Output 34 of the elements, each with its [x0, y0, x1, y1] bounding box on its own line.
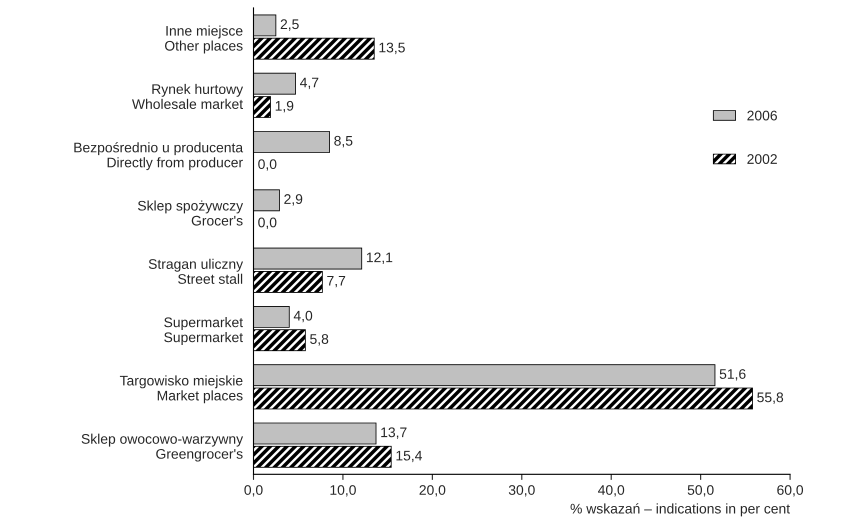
- x-tick-label: 60,0: [777, 485, 804, 497]
- data-label: 8,5: [334, 136, 352, 148]
- x-axis-title: % wskazań – indications in per cent: [570, 503, 790, 516]
- data-label: 0,0: [258, 159, 276, 171]
- data-label: 55,8: [757, 392, 784, 404]
- data-label: 15,4: [396, 450, 422, 462]
- data-label: 2,5: [280, 19, 299, 31]
- y-tick-label: Sklep spożywczy Grocer's: [138, 200, 244, 226]
- x-tick-label: 40,0: [598, 485, 624, 497]
- data-label: 0,0: [258, 218, 276, 229]
- data-label: 5,8: [310, 334, 328, 346]
- data-label: 51,6: [720, 369, 746, 381]
- data-label: 7,7: [327, 276, 346, 288]
- legend-label: 2002: [747, 154, 777, 164]
- data-label: 1,9: [276, 100, 294, 112]
- x-tick-label: 50,0: [688, 485, 714, 497]
- legend-label: 2006: [747, 110, 777, 120]
- data-label: 4,0: [294, 310, 312, 322]
- y-tick-label: Supermarket Supermarket: [164, 317, 243, 345]
- data-label: 13,7: [381, 427, 407, 439]
- y-tick-label: Stragan uliczny Street stall: [148, 258, 244, 284]
- y-tick-label: Targowisko miejskie Market places: [120, 375, 243, 404]
- data-label: 12,1: [366, 252, 392, 264]
- data-label: 2,9: [284, 194, 302, 206]
- y-tick-label: Rynek hurtowy Wholesale market: [132, 84, 244, 110]
- y-tick-label: Bezpośrednio u producenta Directly from producer: [74, 142, 244, 170]
- data-label: 13,5: [379, 42, 405, 54]
- y-tick-label: Sklep owocowo-warzywny Greengrocer's: [82, 434, 244, 462]
- x-tick-label: 0,0: [244, 485, 263, 497]
- y-tick-label: Inne miejsce Other places: [165, 26, 243, 54]
- x-tick-label: 10,0: [330, 485, 356, 497]
- x-tick-label: 20,0: [420, 485, 446, 497]
- data-label: 4,7: [300, 78, 318, 90]
- x-tick-label: 30,0: [508, 485, 535, 497]
